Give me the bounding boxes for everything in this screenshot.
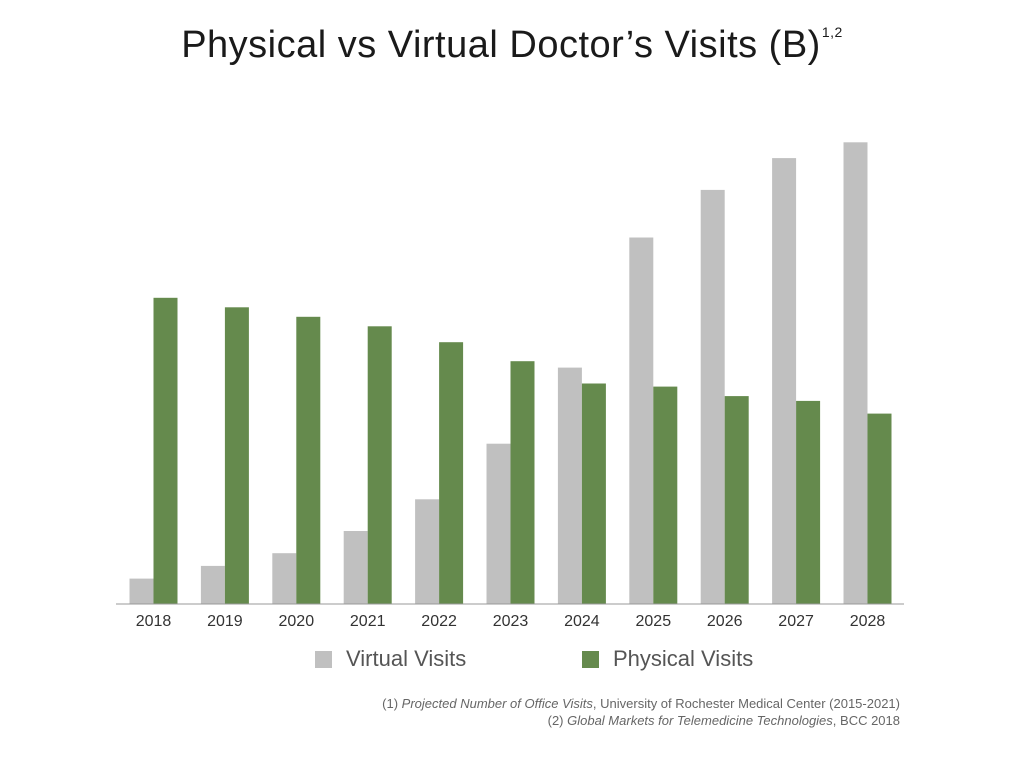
x-tick-label-2028: 2028: [850, 613, 886, 630]
bar-physical-2025: [653, 386, 678, 604]
bar-virtual-2019: [200, 565, 225, 604]
bar-virtual-2018: [129, 578, 154, 604]
bar-virtual-2020: [272, 553, 297, 604]
bar-virtual-2025: [629, 237, 654, 604]
footnote-2: (2) Global Markets for Telemedicine Tech…: [547, 713, 900, 728]
footnote-1: (1) Projected Number of Office Visits, U…: [382, 696, 900, 711]
x-tick-label-2022: 2022: [421, 613, 457, 630]
bar-virtual-2022: [415, 499, 440, 604]
x-tick-label-2018: 2018: [136, 613, 172, 630]
bar-chart: 2018 2019 2020 2021 2022 2023 2024 2025 2026 2027…: [116, 142, 904, 630]
x-tick-label-2026: 2026: [707, 613, 743, 630]
x-tick-label-2025: 2025: [636, 613, 672, 630]
x-tick-label-2020: 2020: [279, 613, 315, 630]
legend-swatch-physical: [582, 650, 599, 668]
bars-group: [129, 142, 892, 605]
bar-virtual-2028: [843, 142, 868, 605]
legend-label-virtual: Virtual Visits: [346, 646, 467, 671]
chart-title: Physical vs Virtual Doctor’s Visits (B)1…: [181, 24, 843, 66]
legend-label-physical: Physical Visits: [613, 646, 754, 671]
bar-physical-2021: [367, 326, 392, 604]
x-tick-labels: 2018 2019 2020 2021 2022 2023 2024 2025 2026 2027…: [136, 613, 886, 630]
x-tick-label-2027: 2027: [778, 613, 814, 630]
bar-physical-2018: [153, 297, 178, 604]
bar-physical-2028: [867, 413, 892, 604]
x-tick-label-2019: 2019: [207, 613, 243, 630]
bar-physical-2023: [510, 361, 535, 604]
bar-virtual-2021: [343, 531, 368, 604]
legend-item-virtual: Virtual Visits: [315, 646, 466, 672]
bar-physical-2024: [581, 383, 606, 604]
bar-virtual-2026: [700, 189, 725, 604]
bar-physical-2022: [439, 342, 464, 604]
bar-virtual-2024: [557, 367, 582, 604]
footnotes: (1) Projected Number of Office Visits, U…: [382, 695, 900, 729]
bar-physical-2019: [224, 307, 249, 604]
legend-swatch-virtual: [315, 650, 332, 668]
x-tick-label-2021: 2021: [350, 613, 386, 630]
bar-physical-2020: [296, 316, 321, 604]
bar-virtual-2023: [486, 443, 511, 604]
title-superscript: 1,2: [821, 24, 843, 41]
legend-item-physical: Physical Visits: [582, 646, 753, 672]
x-tick-label-2023: 2023: [493, 613, 529, 630]
bar-physical-2027: [796, 400, 821, 604]
bar-virtual-2027: [772, 158, 797, 604]
bar-physical-2026: [724, 396, 749, 604]
x-tick-label-2024: 2024: [564, 613, 600, 630]
